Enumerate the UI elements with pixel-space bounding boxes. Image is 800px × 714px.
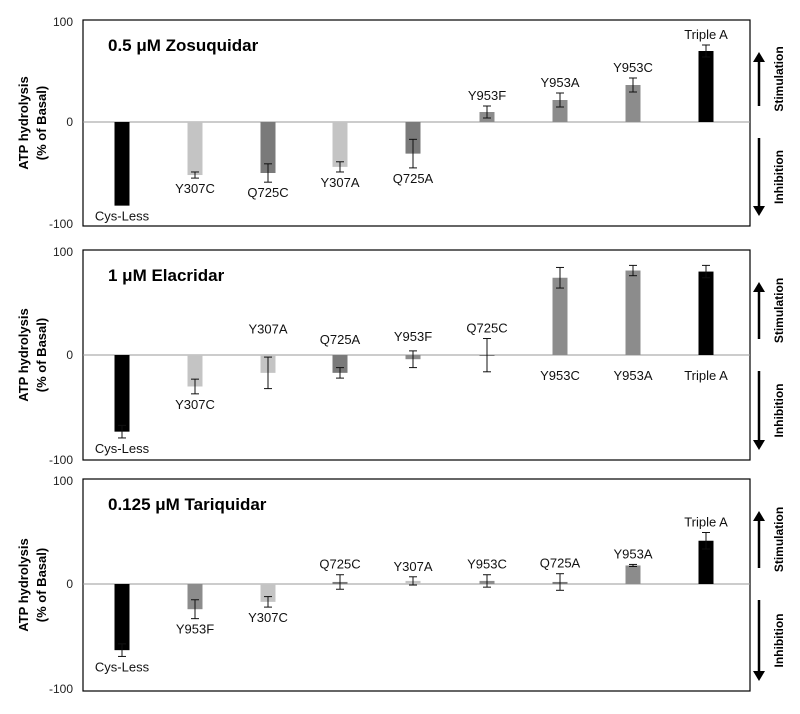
bar	[332, 355, 348, 373]
y-tick-label: 0	[66, 115, 73, 129]
bar	[698, 271, 714, 355]
bar-label: Q725C	[466, 321, 507, 336]
stimulation-arrowhead	[753, 282, 765, 292]
chart-title: 0.125 μM Tariquidar	[108, 495, 267, 514]
bar-label: Y953C	[540, 368, 580, 383]
bar	[332, 122, 348, 167]
bar-label: Y307C	[175, 397, 215, 412]
bar-label: Y953A	[540, 75, 579, 90]
bar	[260, 122, 276, 173]
y-tick-label: 100	[53, 245, 73, 259]
chart-panel-2: 100 0 -100 1 μM Elacridar Cys-Less Y307C Y307A…	[16, 245, 786, 467]
inhibition-arrowhead	[753, 440, 765, 450]
bar	[260, 584, 276, 602]
bar-label: Y953F	[468, 88, 506, 103]
bar-label: Y953A	[613, 368, 652, 383]
bar-label: Y953F	[176, 622, 214, 637]
chart-panel-3: 100 0 -100 0.125 μM Tariquidar Cys-Less Y953F…	[16, 474, 786, 696]
plot-frame	[82, 478, 751, 692]
bar-label: Y307A	[320, 175, 359, 190]
bar-label: Y307C	[175, 181, 215, 196]
inhibition-arrowhead	[753, 206, 765, 216]
bar-label: Cys-Less	[95, 209, 150, 224]
y-axis-label: ATP hydrolysis	[16, 538, 31, 631]
bar-label: Triple A	[684, 27, 728, 42]
stimulation-label: Stimulation	[772, 278, 786, 343]
plot-frame	[82, 19, 751, 227]
bar	[114, 584, 130, 651]
bar-label: Y307A	[393, 559, 432, 574]
y-axis-label: ATP hydrolysis	[16, 76, 31, 169]
bar-label: Cys-Less	[95, 441, 150, 456]
bar-label: Q725A	[320, 332, 361, 347]
bar-label: Y307C	[248, 610, 288, 625]
y-tick-label: -100	[49, 682, 73, 696]
bar	[114, 355, 130, 432]
y-tick-label: 100	[53, 474, 73, 488]
bar	[625, 85, 641, 122]
inhibition-label: Inhibition	[772, 150, 786, 204]
bar	[698, 51, 714, 122]
bar-label: Y953C	[467, 557, 507, 572]
y-tick-label: 100	[53, 15, 73, 29]
bar	[187, 122, 203, 176]
stimulation-label: Stimulation	[772, 46, 786, 111]
bar-label: Q725A	[540, 556, 581, 571]
bar-label: Y307A	[248, 322, 287, 337]
bar	[187, 584, 203, 610]
bar	[552, 277, 568, 355]
y-axis-label: (% of Basal)	[34, 548, 49, 622]
stimulation-arrowhead	[753, 52, 765, 62]
bar-label: Q725C	[247, 185, 288, 200]
inhibition-label: Inhibition	[772, 384, 786, 438]
y-axis-label: (% of Basal)	[34, 318, 49, 392]
bar-label: Q725A	[393, 171, 434, 186]
bar	[552, 100, 568, 122]
bar-label: Triple A	[684, 368, 728, 383]
bar-label: Q725C	[319, 557, 360, 572]
bar-label: Y953A	[613, 546, 652, 561]
bar-label: Cys-Less	[95, 659, 150, 674]
bar	[187, 355, 203, 387]
y-axis-label: ATP hydrolysis	[16, 308, 31, 401]
y-tick-label: -100	[49, 453, 73, 467]
stimulation-label: Stimulation	[772, 507, 786, 572]
chart-title: 1 μM Elacridar	[108, 266, 225, 285]
bar	[405, 122, 421, 154]
bar	[625, 565, 641, 584]
bar-label: Y953F	[394, 329, 432, 344]
y-tick-label: -100	[49, 217, 73, 231]
y-tick-label: 0	[66, 348, 73, 362]
inhibition-label: Inhibition	[772, 614, 786, 668]
inhibition-arrowhead	[753, 671, 765, 681]
bar	[114, 122, 130, 206]
bar-label: Triple A	[684, 515, 728, 530]
bar	[625, 270, 641, 355]
chart-title: 0.5 μM Zosuquidar	[108, 36, 259, 55]
y-axis-label: (% of Basal)	[34, 86, 49, 160]
bar-label: Y953C	[613, 60, 653, 75]
stimulation-arrowhead	[753, 511, 765, 521]
chart-panel-1: 100 0 -100 0.5 μM Zosuquidar Cys-Less Y307C Q7…	[16, 15, 786, 231]
bar	[698, 540, 714, 584]
y-tick-label: 0	[66, 577, 73, 591]
